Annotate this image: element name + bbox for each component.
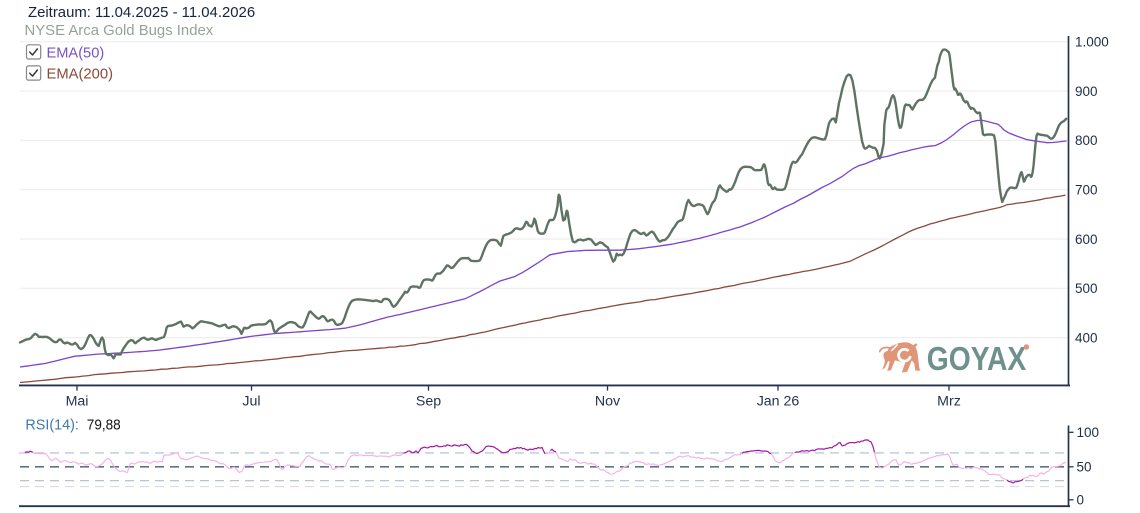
svg-text:900: 900 [1075,84,1098,99]
svg-text:800: 800 [1075,133,1098,148]
svg-text:1.000: 1.000 [1075,35,1109,50]
svg-text:EMA(50): EMA(50) [47,44,105,61]
svg-text:Jul: Jul [242,394,260,410]
svg-text:50: 50 [1077,460,1092,475]
svg-text:GOYAX: GOYAX [927,340,1027,377]
svg-text:NYSE Arca Gold Bugs Index: NYSE Arca Gold Bugs Index [25,23,214,39]
svg-text:400: 400 [1075,330,1098,345]
svg-text:700: 700 [1075,183,1098,198]
svg-text:RSI(14):: RSI(14): [25,417,79,434]
svg-text:Mrz: Mrz [937,394,961,410]
svg-text:100: 100 [1077,425,1100,440]
svg-text:Sep: Sep [416,394,441,410]
svg-text:Nov: Nov [595,394,621,410]
svg-text:600: 600 [1075,232,1098,247]
svg-text:Jan 26: Jan 26 [757,394,800,410]
svg-text:Mai: Mai [66,394,89,410]
svg-text:500: 500 [1075,281,1098,296]
svg-text:79,88: 79,88 [87,417,121,434]
svg-text:0: 0 [1077,493,1085,508]
svg-text:Zeitraum: 11.04.2025 - 11.04.2: Zeitraum: 11.04.2025 - 11.04.2026 [28,5,255,21]
svg-text:EMA(200): EMA(200) [47,66,114,83]
